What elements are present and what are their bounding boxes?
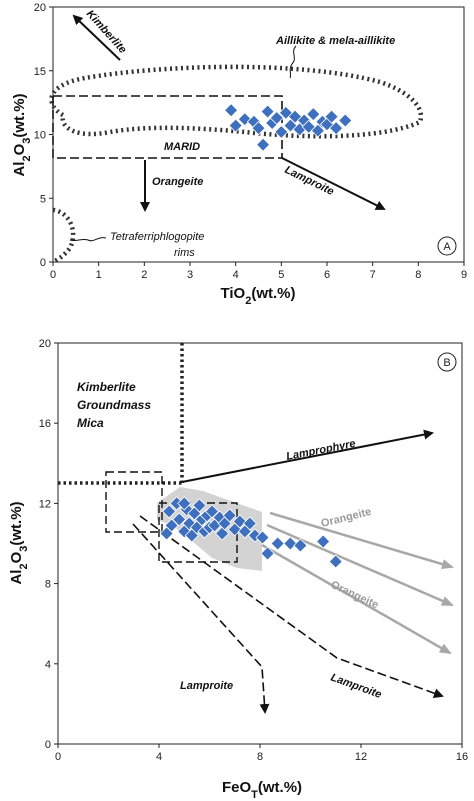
- panel-a-x-tick-label: 6: [324, 269, 330, 281]
- data-point-diamond: [222, 508, 237, 523]
- data-point-diamond: [270, 536, 285, 551]
- panel-b-y-tick-label: 16: [39, 418, 51, 430]
- kimberlite-groundmass-label-line2: Groundmass: [77, 398, 151, 412]
- aillikite-label-leader: [289, 45, 297, 79]
- panel-b-x-tick-label: 0: [55, 751, 61, 763]
- data-point-diamond: [329, 121, 344, 136]
- panel-a-y-tick-label: 0: [40, 257, 46, 269]
- data-point-diamond: [256, 137, 271, 152]
- data-point-diamond: [204, 504, 220, 519]
- panel-b-y-tick-label: 12: [39, 498, 51, 510]
- data-point-diamond: [306, 107, 321, 122]
- kimberlite-trend-arrow: [72, 14, 121, 61]
- panel-a-x-tick-label: 5: [278, 269, 284, 281]
- orangeite-trend-arrow-1: [269, 511, 454, 569]
- panel-a-tio2-chart: Kimberlite Aillikite & mela-aillikite MA…: [11, 2, 467, 307]
- data-point-diamond: [224, 103, 239, 118]
- tetraferriphlogopite-label-line1: Tetraferriphlogopite: [110, 231, 204, 243]
- panel-a-label-circle: [437, 236, 457, 256]
- data-point-diamond: [251, 121, 266, 136]
- data-point-diamond: [301, 119, 316, 134]
- data-point-diamond: [232, 514, 247, 529]
- lamproite-label-b-right: Lamproite: [329, 672, 383, 701]
- kimberlite-groundmass-label-line3: Mica: [77, 416, 104, 430]
- lamproite-trend-arrow: [281, 157, 386, 210]
- data-point-diamond: [328, 554, 343, 569]
- data-point-diamond: [316, 534, 331, 549]
- panel-b-x-tick-label: 4: [156, 751, 162, 763]
- panel-a-ticks: 0 1 2 3 4 5 6 7 8 9 0 5 10 15 20: [34, 2, 467, 281]
- data-point-diamond: [159, 526, 174, 541]
- orangeite-label-b-lower: Orangeite: [329, 579, 381, 612]
- data-point-diamond: [228, 118, 243, 133]
- panel-a-x-tick-label: 7: [370, 269, 376, 281]
- panel-a-x-tick-label: 2: [141, 269, 147, 281]
- panel-b-x-tick-label: 16: [456, 751, 468, 763]
- panel-b-x-tick-label: 12: [355, 751, 367, 763]
- data-point-diamond: [260, 104, 275, 119]
- data-point-diamond: [172, 512, 187, 527]
- lamproite-trend-line-2: [139, 515, 444, 698]
- orangeite-trend-arrow-3: [261, 543, 452, 655]
- data-point-diamond: [255, 530, 270, 545]
- data-point-diamond: [324, 109, 339, 124]
- data-point-diamond: [260, 546, 275, 561]
- panel-a-x-tick-label: 8: [415, 269, 421, 281]
- orangeite-label-b-upper: Orangeite: [320, 506, 373, 530]
- panel-a-y-tick-label: 15: [34, 66, 46, 78]
- panel-b-ticks: 0 4 8 12 16 0 4 8 12 16 20: [39, 338, 468, 763]
- panel-b-y-tick-label: 0: [45, 739, 51, 751]
- orangeite-trend-arrow-2: [266, 523, 454, 607]
- panel-a-y-axis-title: Al2O3(wt.%): [11, 93, 33, 176]
- lamprophyre-trend-arrow: [181, 429, 434, 483]
- panel-b-y-tick-label: 20: [39, 338, 51, 350]
- panel-b-label: B: [443, 357, 450, 369]
- panel-a-x-tick-label: 9: [461, 269, 467, 281]
- panel-a-y-tick-label: 5: [40, 193, 46, 205]
- panel-a-y-tick-label: 20: [34, 2, 46, 14]
- data-point-diamond: [338, 113, 353, 128]
- orangeite-label-a: Orangeite: [152, 176, 203, 188]
- panel-a-x-tick-label: 1: [96, 269, 102, 281]
- panel-b-x-tick-label: 8: [257, 751, 263, 763]
- panel-b-label-circle: [437, 352, 457, 372]
- lamproite-trend-line-1: [132, 523, 270, 714]
- data-point-diamond: [269, 110, 284, 125]
- panel-b-y-tick-label: 8: [45, 579, 51, 591]
- panel-a-x-tick-label: 3: [187, 269, 193, 281]
- lamproite-label-b-left: Lamproite: [180, 680, 233, 692]
- panel-b-x-axis-title: FeOT(wt.%): [222, 779, 302, 801]
- data-point-diamond: [162, 504, 177, 519]
- marid-label: MARID: [164, 141, 200, 153]
- aillikite-label: Aillikite & mela-aillikite: [275, 35, 395, 47]
- data-point-diamond: [192, 498, 207, 513]
- panel-b-y-axis-title: Al2O3(wt.%): [8, 501, 30, 584]
- data-point-diamond: [247, 528, 263, 543]
- kimberlite-groundmass-label-line1: Kimberlite: [77, 380, 136, 394]
- panel-a-x-tick-label: 0: [50, 269, 56, 281]
- data-point-diamond: [215, 526, 230, 541]
- panel-b-y-tick-label: 4: [45, 659, 51, 671]
- panel-a-x-tick-label: 4: [233, 269, 239, 281]
- tetraferriphlogopite-label-leader: [69, 237, 107, 242]
- tetraferriphlogopite-label-line2: rims: [174, 247, 195, 259]
- field-box-left: [105, 471, 163, 533]
- panel-a-x-axis-title: TiO2(wt.%): [220, 285, 295, 307]
- panel-a-y-tick-label: 10: [34, 130, 46, 142]
- data-point-diamond: [293, 538, 308, 553]
- data-point-diamond: [177, 496, 192, 511]
- panel-a-label: A: [443, 241, 451, 253]
- panel-b-feot-chart: Kimberlite Groundmass Mica Lamprophyre O…: [8, 338, 468, 801]
- panel-b-data-points: [159, 496, 343, 569]
- data-point-diamond: [283, 536, 298, 551]
- lamprophyre-label: Lamprophyre: [285, 438, 356, 463]
- panel-a-data-points: [224, 103, 353, 152]
- data-point-diamond: [274, 124, 289, 140]
- data-point-diamond: [242, 516, 257, 531]
- tetraferriphlogopite-field-outline: [51, 207, 76, 265]
